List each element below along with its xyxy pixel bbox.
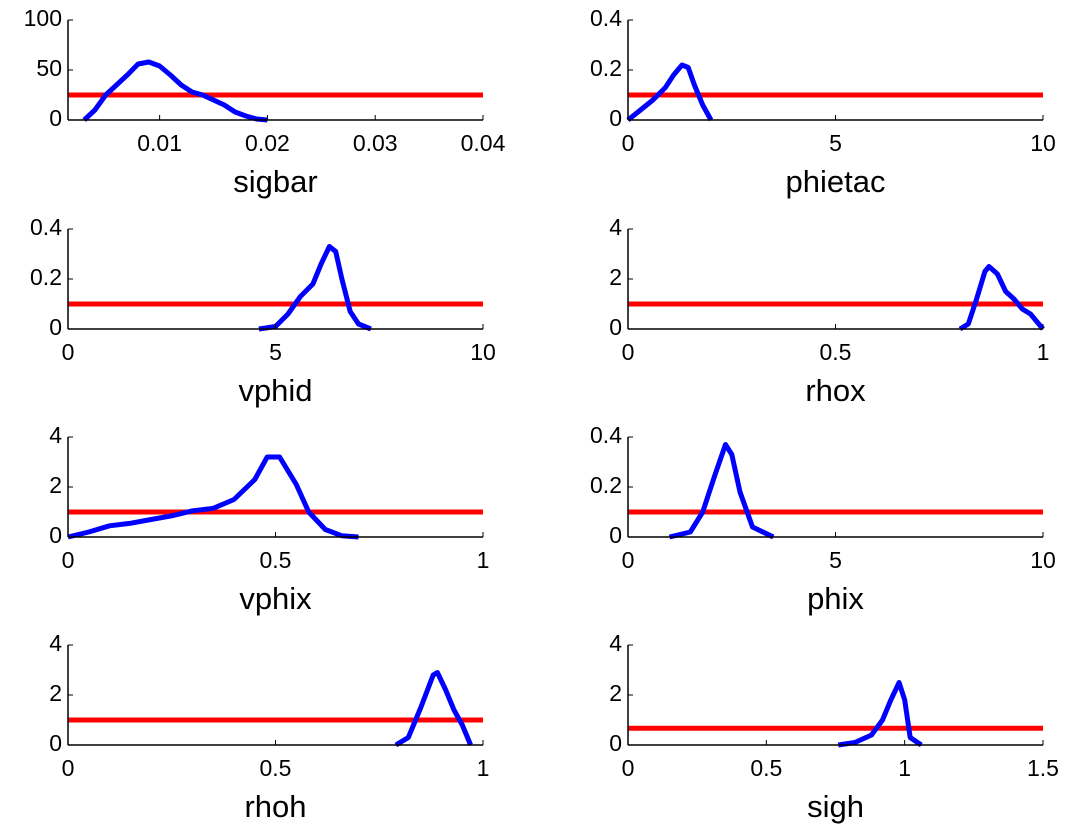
y-tick-label: 100 bbox=[24, 5, 62, 31]
x-tick-label: 0 bbox=[62, 547, 75, 573]
series-line bbox=[668, 442, 775, 540]
series-line bbox=[626, 62, 714, 122]
x-tick-label: 5 bbox=[829, 130, 842, 156]
y-tick-label: 0.2 bbox=[590, 472, 622, 498]
y-tick-label: 0.2 bbox=[590, 55, 622, 81]
x-axis-label: phietac bbox=[786, 164, 886, 199]
y-tick-label: 0 bbox=[609, 314, 622, 340]
y-tick-label: 4 bbox=[609, 214, 622, 240]
y-tick-label: 50 bbox=[36, 55, 62, 81]
x-axis-label: vphid bbox=[238, 373, 312, 408]
x-tick-label: 0 bbox=[622, 547, 635, 573]
x-tick-label: 0.5 bbox=[260, 547, 292, 573]
series-line bbox=[67, 454, 359, 540]
y-tick-label: 0.4 bbox=[590, 5, 622, 31]
y-tick-label: 0 bbox=[609, 522, 622, 548]
x-tick-label: 0.5 bbox=[750, 755, 782, 781]
y-tick-label: 0 bbox=[49, 314, 62, 340]
x-tick-label: 1 bbox=[898, 755, 911, 781]
x-tick-label: 0 bbox=[622, 339, 635, 365]
x-axis-label: rhoh bbox=[244, 789, 306, 824]
series-line bbox=[837, 680, 923, 748]
x-axis-label: sigbar bbox=[233, 164, 317, 199]
x-tick-label: 5 bbox=[269, 339, 282, 365]
y-tick-label: 0 bbox=[609, 730, 622, 756]
x-tick-label: 0.5 bbox=[820, 339, 852, 365]
y-tick-label: 0 bbox=[49, 105, 62, 131]
series-line bbox=[394, 670, 473, 748]
x-tick-label: 0.5 bbox=[260, 755, 292, 781]
x-tick-label: 0.03 bbox=[353, 130, 398, 156]
x-tick-label: 10 bbox=[1030, 547, 1056, 573]
y-tick-label: 2 bbox=[49, 472, 62, 498]
y-tick-label: 0.4 bbox=[590, 422, 622, 448]
x-axis-label: rhox bbox=[805, 373, 866, 408]
x-tick-label: 1 bbox=[1037, 339, 1050, 365]
series-line bbox=[958, 264, 1045, 332]
x-tick-label: 0 bbox=[62, 339, 75, 365]
x-axis-label: vphix bbox=[239, 581, 312, 616]
x-tick-label: 0 bbox=[622, 755, 635, 781]
x-axis-label: phix bbox=[807, 581, 864, 616]
x-tick-label: 1.5 bbox=[1027, 755, 1059, 781]
y-tick-label: 0.2 bbox=[30, 264, 62, 290]
x-tick-label: 0 bbox=[62, 755, 75, 781]
x-tick-label: 1 bbox=[477, 547, 490, 573]
y-tick-label: 0 bbox=[609, 105, 622, 131]
series-line bbox=[82, 59, 268, 123]
x-tick-label: 5 bbox=[829, 547, 842, 573]
x-tick-label: 0.04 bbox=[461, 130, 506, 156]
y-tick-label: 0 bbox=[49, 522, 62, 548]
y-tick-label: 2 bbox=[609, 680, 622, 706]
y-tick-label: 4 bbox=[49, 630, 62, 656]
y-tick-label: 0.4 bbox=[30, 214, 62, 240]
y-tick-label: 2 bbox=[609, 264, 622, 290]
y-tick-label: 4 bbox=[609, 630, 622, 656]
x-tick-label: 10 bbox=[470, 339, 496, 365]
x-tick-label: 10 bbox=[1030, 130, 1056, 156]
x-tick-label: 0.02 bbox=[245, 130, 290, 156]
series-line bbox=[258, 244, 372, 332]
x-axis-label: sigh bbox=[807, 789, 864, 824]
x-tick-label: 1 bbox=[477, 755, 490, 781]
y-tick-label: 2 bbox=[49, 680, 62, 706]
y-tick-label: 0 bbox=[49, 730, 62, 756]
y-tick-label: 4 bbox=[49, 422, 62, 448]
x-tick-label: 0 bbox=[622, 130, 635, 156]
x-tick-label: 0.01 bbox=[137, 130, 182, 156]
